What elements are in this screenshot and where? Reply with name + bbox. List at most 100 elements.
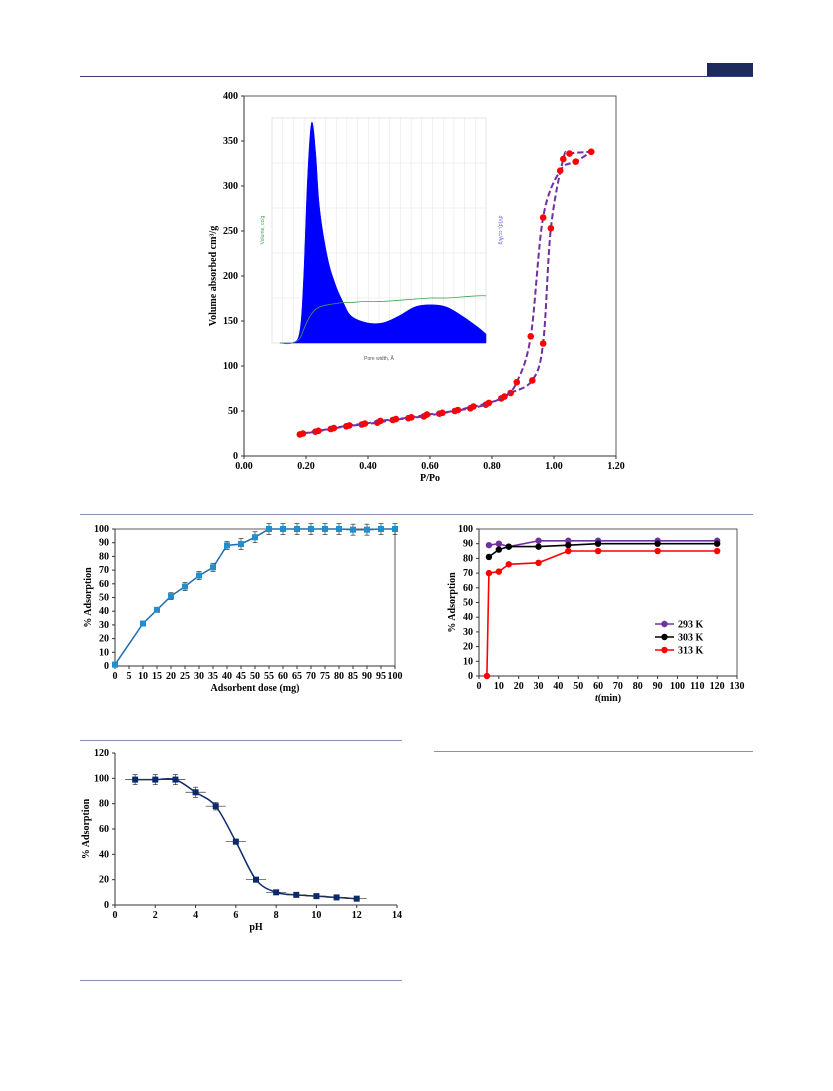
dose-point bbox=[140, 620, 146, 627]
y-tick-label: 70 bbox=[99, 565, 109, 576]
dose-point bbox=[266, 526, 272, 532]
ph-point bbox=[192, 789, 199, 796]
ph-line bbox=[135, 777, 357, 900]
isotherm-point bbox=[454, 406, 462, 414]
y-tick-label: 400 bbox=[223, 91, 238, 102]
series-point bbox=[495, 546, 503, 553]
isotherm-point bbox=[346, 422, 353, 429]
ph-point bbox=[172, 776, 179, 783]
x-tick-label: 85 bbox=[348, 671, 358, 682]
y-tick-label: 50 bbox=[228, 406, 238, 417]
isotherm-point bbox=[377, 417, 384, 425]
x-axis-label: P/Po bbox=[420, 473, 440, 484]
x-tick-label: 4 bbox=[193, 910, 198, 921]
isotherm-point bbox=[361, 420, 369, 427]
ph-point bbox=[273, 889, 280, 896]
x-tick-label: 0 bbox=[113, 671, 118, 682]
x-tick-label: 100 bbox=[670, 681, 685, 692]
y-tick-label: 50 bbox=[99, 593, 109, 604]
y-tick-label: 150 bbox=[223, 316, 238, 327]
y-tick-label: 250 bbox=[223, 226, 238, 237]
dose-point bbox=[378, 526, 384, 532]
series-point bbox=[485, 553, 493, 561]
y-tick-label: 40 bbox=[99, 849, 109, 860]
ph-point bbox=[313, 893, 320, 900]
x-tick-label: 0.40 bbox=[359, 461, 377, 472]
x-tick-label: 20 bbox=[514, 681, 524, 692]
y-tick-label: 0 bbox=[468, 671, 473, 682]
y-tick-label: 50 bbox=[463, 598, 473, 609]
y-tick-label: 60 bbox=[99, 579, 109, 590]
isotherm-point bbox=[423, 411, 431, 418]
y-tick-label: 120 bbox=[94, 748, 109, 759]
series-point bbox=[495, 540, 503, 547]
x-tick-label: 0 bbox=[113, 910, 118, 921]
x-tick-label: 10 bbox=[138, 671, 148, 682]
dose-line bbox=[114, 528, 395, 666]
dose-point bbox=[238, 541, 244, 548]
isotherm-point bbox=[527, 333, 535, 340]
series-point bbox=[505, 561, 512, 568]
ph-point bbox=[253, 876, 259, 883]
inset-y-label-right: dV(d), cc/Å/g bbox=[497, 216, 504, 245]
series-point bbox=[505, 543, 512, 550]
x-tick-label: 130 bbox=[730, 681, 745, 692]
x-tick-label: 0.80 bbox=[483, 461, 501, 472]
x-axis-label: Adsorbent dose (mg) bbox=[211, 683, 300, 694]
dose-point bbox=[252, 534, 258, 541]
dose-point bbox=[224, 542, 230, 549]
series-point bbox=[485, 569, 493, 577]
x-tick-label: 0.20 bbox=[297, 461, 315, 472]
x-tick-label: 0.00 bbox=[235, 461, 253, 472]
x-tick-label: 0.60 bbox=[421, 461, 439, 472]
legend-label: 293 K bbox=[678, 620, 704, 631]
x-tick-label: 90 bbox=[362, 671, 372, 682]
series-point bbox=[713, 547, 721, 555]
y-tick-label: 20 bbox=[99, 634, 109, 645]
series-point bbox=[495, 568, 503, 575]
y-tick-label: 350 bbox=[223, 136, 238, 147]
isotherm-point bbox=[513, 378, 521, 386]
y-tick-label: 0 bbox=[104, 661, 109, 672]
y-tick-label: 60 bbox=[463, 583, 473, 594]
x-axis-label-italic: t bbox=[595, 693, 599, 704]
y-axis-label: % Adsorption bbox=[447, 572, 458, 633]
header-rule bbox=[80, 76, 753, 77]
inset-x-label: Pore width, Å bbox=[364, 355, 394, 362]
y-tick-label: 90 bbox=[463, 539, 473, 550]
legend-swatch-point bbox=[661, 646, 668, 654]
x-tick-label: 14 bbox=[392, 910, 402, 921]
ph-point bbox=[232, 838, 239, 845]
dose-point bbox=[112, 661, 118, 668]
dose-point bbox=[392, 526, 398, 532]
series-point bbox=[485, 541, 493, 549]
isotherm-point bbox=[539, 214, 547, 221]
y-tick-label: 80 bbox=[463, 553, 473, 564]
isotherm-point bbox=[572, 158, 579, 165]
y-tick-label: 60 bbox=[99, 824, 109, 835]
x-tick-label: 10 bbox=[494, 681, 504, 692]
dose-point bbox=[210, 564, 216, 571]
divider-rule bbox=[80, 980, 402, 981]
x-tick-label: 40 bbox=[553, 681, 563, 692]
x-axis-label: t(min) bbox=[595, 693, 621, 704]
y-tick-label: 100 bbox=[94, 524, 109, 535]
y-tick-label: 40 bbox=[99, 606, 109, 617]
x-tick-label: 40 bbox=[222, 671, 232, 682]
y-tick-label: 0 bbox=[104, 900, 109, 911]
ph-point bbox=[333, 894, 340, 901]
inset-y-label-left: Volume, cc/g bbox=[260, 215, 266, 244]
y-tick-label: 200 bbox=[223, 271, 238, 282]
series-point bbox=[565, 537, 572, 544]
isotherm-point bbox=[501, 393, 508, 400]
series-point bbox=[565, 541, 572, 549]
dose-point bbox=[154, 606, 160, 613]
dose-point bbox=[168, 593, 174, 600]
isotherm-point bbox=[408, 414, 415, 421]
x-tick-label: 5 bbox=[127, 671, 132, 682]
y-tick-label: 80 bbox=[99, 551, 109, 562]
x-tick-label: 45 bbox=[236, 671, 246, 682]
x-tick-label: 0 bbox=[477, 681, 482, 692]
x-tick-label: 10 bbox=[311, 910, 321, 921]
